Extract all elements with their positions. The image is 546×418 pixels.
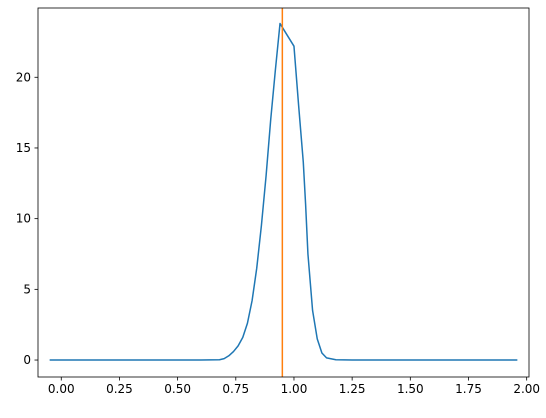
x-tick-label-8: 2.00 (513, 382, 540, 396)
x-tick-label-6: 1.50 (397, 382, 424, 396)
y-tick-label-0: 0 (23, 353, 31, 367)
x-tick-label-5: 1.25 (339, 382, 366, 396)
x-tick-label-4: 1.00 (281, 382, 308, 396)
series-line-0 (49, 22, 518, 361)
axes-frame (37, 7, 530, 378)
x-tick-label-3: 0.75 (222, 382, 249, 396)
x-tick-label-2: 0.50 (164, 382, 191, 396)
y-tick-label-4: 20 (16, 70, 31, 84)
y-tick-label-3: 15 (16, 141, 31, 155)
x-tick-label-7: 1.75 (455, 382, 482, 396)
y-tick-label-2: 10 (16, 212, 31, 226)
x-tick-label-1: 0.25 (106, 382, 133, 396)
plot-area: 0.00 0.25 0.50 0.75 1.00 1.25 1.50 1.75 2.00 0 5 10… (16, 7, 540, 396)
x-tick-label-0: 0.00 (48, 382, 75, 396)
y-tick-label-1: 5 (23, 282, 31, 296)
